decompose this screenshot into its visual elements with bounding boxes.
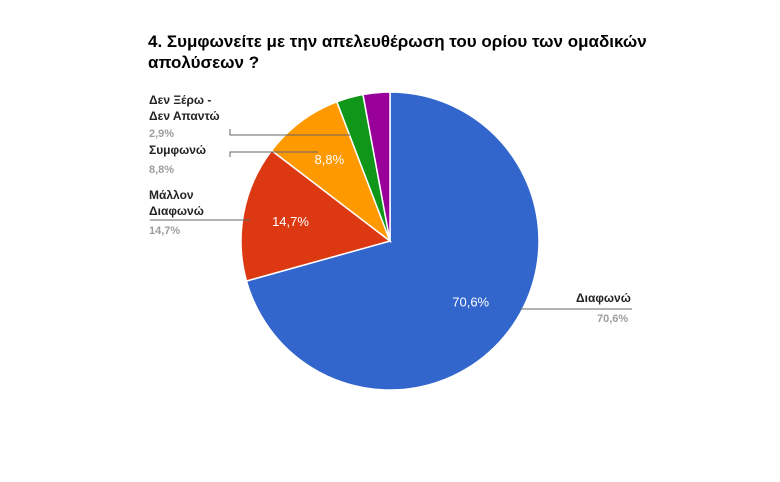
slice-percent-label: 70,6%	[452, 294, 489, 309]
legend-value-mallon-diafono: 14,7%	[149, 225, 181, 237]
label-line: Δεν Ξέρω -	[149, 93, 212, 107]
chart-title: 4. Συμφωνείτε με την απελευθέρωση του ορ…	[148, 31, 668, 73]
legend-value-diafono: 70,6%	[597, 313, 629, 325]
slice-percent-label: 14,7%	[272, 214, 309, 229]
legend-label-symfono: Συμφωνώ	[149, 143, 207, 157]
slice-percent-label: 8,8%	[315, 152, 345, 167]
legend-label-den-xero: Δεν Ξέρω - Δεν Απαντώ	[149, 92, 220, 124]
label-line: Μάλλον	[149, 188, 194, 202]
pie-slice[interactable]	[240, 149, 392, 282]
pie-slice[interactable]	[245, 91, 540, 391]
label-line: Δεν Απαντώ	[149, 109, 220, 123]
pie-slice[interactable]	[270, 100, 392, 244]
legend-label-diafono: Διαφωνώ	[576, 291, 631, 305]
title-line-1: 4. Συμφωνείτε με την απελευθέρωση του ορ…	[148, 32, 647, 51]
leader-line	[229, 129, 350, 136]
pie-slice[interactable]	[362, 91, 391, 242]
leader-line	[229, 151, 318, 157]
title-line-2: απολύσεων ?	[148, 53, 260, 72]
legend-value-den-xero: 2,9%	[149, 128, 175, 140]
legend-label-mallon-diafono: Μάλλον Διαφωνώ	[149, 187, 204, 219]
label-line: Διαφωνώ	[149, 204, 204, 218]
legend-value-symfono: 8,8%	[149, 164, 175, 176]
